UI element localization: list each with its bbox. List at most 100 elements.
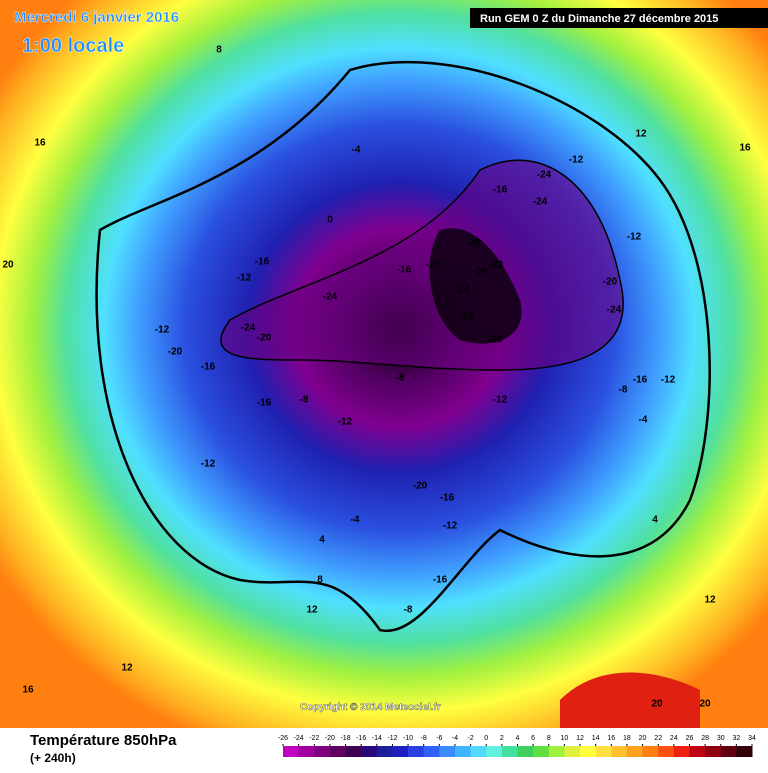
contour-label: -12 [627,232,642,243]
zero-isotherm [95,60,711,633]
legend-swatch [658,746,675,757]
legend-tick-label: 28 [701,735,709,742]
contour-label: -16 [433,575,448,586]
legend-swatch [486,746,503,757]
legend-tick-label: 0 [484,735,488,742]
contour-label: -20 [257,333,272,344]
legend-tick-label: -20 [325,735,335,742]
legend-swatch [329,746,347,757]
contour-label: 16 [22,685,34,696]
contour-label: -4 [352,145,361,156]
date: Mercredi 6 janvier 2016 [14,9,179,26]
legend-tick-label: -14 [372,735,382,742]
contour-label: -12 [493,395,508,406]
legend-swatch [736,746,753,757]
contour-label: -20 [426,260,441,271]
contour-label: 0 [327,215,333,226]
contour-label: -24 [607,305,622,316]
legend-swatch [689,746,706,757]
legend-tick-label: -10 [403,735,413,742]
legend-tick-label: -6 [436,735,442,742]
contour-label: 8 [216,45,222,56]
time: 1:00 locale [22,35,124,57]
legend-swatch [564,746,581,757]
contour-label: 4 [319,535,325,546]
contour-label: -24 [537,170,552,181]
footer-lead: (+ 240h) [30,751,76,765]
contour-label: -28 [488,335,503,346]
legend-swatch [454,746,472,757]
contour-label: -23 [489,260,504,271]
legend-swatch [720,746,737,757]
contour-label: 12 [306,605,318,616]
contour-label: -12 [237,273,252,284]
legend-swatch [423,746,440,757]
contour-label: 20 [651,699,663,710]
legend-tick-label: 22 [654,735,662,742]
legend-tick-label: 14 [592,735,600,742]
contour-label: 16 [34,138,46,149]
contour-label: -4 [351,515,360,526]
legend-swatch [705,746,722,757]
legend-tick-label: 26 [686,735,694,742]
contour-label: -12 [661,375,676,386]
coldest-core [429,228,522,344]
contour-label: -24 [533,197,548,208]
legend-swatch [673,746,690,757]
contour-label: -28 [473,267,488,278]
legend-swatch [439,746,456,757]
contour-label: -12 [569,155,584,166]
legend-swatch [642,746,659,757]
legend-swatch [626,746,644,757]
legend-tick-label: -18 [340,735,350,742]
contour-label: -16 [397,265,412,276]
legend-swatch [361,746,378,757]
contour-label: 20 [2,260,14,271]
legend-tick-label: 4 [516,735,520,742]
legend-tick-label: 2 [500,735,504,742]
contour-label: -8 [619,385,628,396]
legend-tick-label: 20 [639,735,647,742]
contour-label: -16 [493,185,508,196]
legend-tick-label: 12 [576,735,584,742]
run: Run GEM 0 Z du Dimanche 27 décembre 2015 [480,13,718,25]
legend-tick-label: -16 [356,735,366,742]
contour-label: -16 [633,375,648,386]
contour-label: -24 [455,285,470,296]
legend-swatch [408,746,425,757]
contour-label: -20 [413,481,428,492]
contour-label: -24 [323,292,338,303]
contour-label: -12 [201,459,216,470]
contour-label: -16 [257,398,272,409]
legend: -26 -24 -22 -20 -18 -16 -14 -12 -10 -8 -6 -4 -2 0 2 4 6 8… [278,735,756,757]
legend-swatch [470,746,487,757]
contour-label: -4 [639,415,648,426]
legend-tick-label: -8 [421,735,427,742]
legend-swatch [376,746,393,757]
legend-swatch [533,746,550,757]
legend-tick-label: 24 [670,735,678,742]
legend-tick-label: 18 [623,735,631,742]
contour-label: 12 [704,595,716,606]
contour-label: 12 [635,129,647,140]
legend-swatch [517,746,534,757]
legend-swatch [501,746,518,757]
legend-swatch [345,746,362,757]
warm-region [560,672,700,728]
legend-swatch [283,746,300,757]
contour-label: -8 [404,605,413,616]
contour-label: -12 [443,521,458,532]
legend-swatch [392,746,409,757]
contour-label: 20 [699,699,711,710]
contour-label: 12 [121,663,133,674]
legend-swatch [548,746,565,757]
contour-label: 16 [739,143,751,154]
legend-tick-label: -2 [467,735,473,742]
contour-label: -16 [201,362,216,373]
legend-swatch [298,746,315,757]
legend-tick-label: 6 [531,735,535,742]
contour-label: -8 [396,373,405,384]
contour-label: -16 [440,493,455,504]
contour-label: -28 [466,238,481,249]
